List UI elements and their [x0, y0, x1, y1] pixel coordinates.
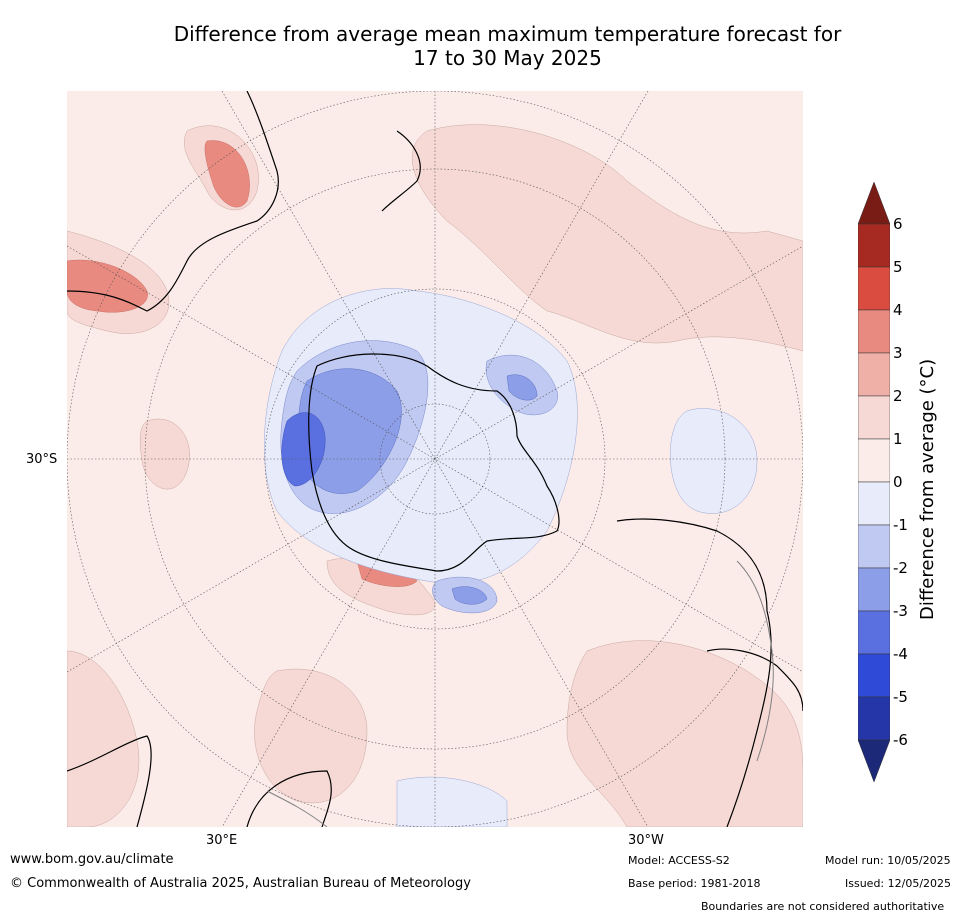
chart-title-line2: 17 to 30 May 2025: [413, 46, 602, 70]
copyright-text: © Commonwealth of Australia 2025, Austra…: [10, 876, 471, 891]
website-link[interactable]: www.bom.gov.au/climate: [10, 852, 174, 867]
negative-anomaly-areas: [264, 288, 758, 827]
colorbar-band: [858, 481, 890, 526]
colorbar-band: [858, 610, 890, 655]
boundaries-disclaimer: Boundaries are not considered authoritat…: [701, 900, 945, 913]
chart-title-line1: Difference from average mean maximum tem…: [173, 22, 842, 46]
issued-date: Issued: 12/05/2025: [845, 877, 952, 890]
colorbar-tick: -4: [893, 645, 908, 663]
model-name: Model: ACCESS-S2: [628, 854, 730, 867]
country-borders: [266, 560, 774, 827]
coastlines: [67, 91, 803, 827]
colorbar-tick: -2: [893, 559, 908, 577]
colorbar-band: [858, 223, 890, 268]
colorbar-band: [858, 696, 890, 741]
colorbar-tick: 0: [893, 473, 903, 491]
colorbar-tick: 1: [893, 430, 903, 448]
colorbar-extend-max: [858, 182, 890, 225]
model-run-date: Model run: 10/05/2025: [825, 854, 951, 867]
colorbar-title: Difference from average (°C): [917, 358, 938, 620]
colorbar-band: [858, 395, 890, 440]
colorbar-tick: 6: [893, 215, 903, 233]
colorbar-band: [858, 266, 890, 311]
colorbar-tick: -1: [893, 516, 908, 534]
graticule: [67, 91, 803, 827]
colorbar-tick: 2: [893, 387, 903, 405]
colorbar-band: [858, 524, 890, 569]
colorbar-tick: 4: [893, 301, 903, 319]
longitude-label-30w: 30°W: [628, 833, 664, 848]
colorbar-tick: -5: [893, 688, 908, 706]
colorbar-band: [858, 567, 890, 612]
colorbar-tick: -6: [893, 731, 908, 749]
colorbar-extend-min: [858, 739, 890, 782]
colorbar-tick: 3: [893, 344, 903, 362]
colorbar-band: [858, 438, 890, 483]
base-period: Base period: 1981-2018: [628, 877, 761, 890]
colorbar-band: [858, 653, 890, 698]
colorbar: [858, 182, 890, 782]
longitude-label-30e: 30°E: [206, 833, 238, 848]
forecast-map: [67, 91, 803, 827]
colorbar-band: [858, 352, 890, 397]
colorbar-tick: -3: [893, 602, 908, 620]
latitude-label-30s: 30°S: [26, 452, 58, 467]
colorbar-tick: 5: [893, 258, 903, 276]
colorbar-band: [858, 309, 890, 354]
